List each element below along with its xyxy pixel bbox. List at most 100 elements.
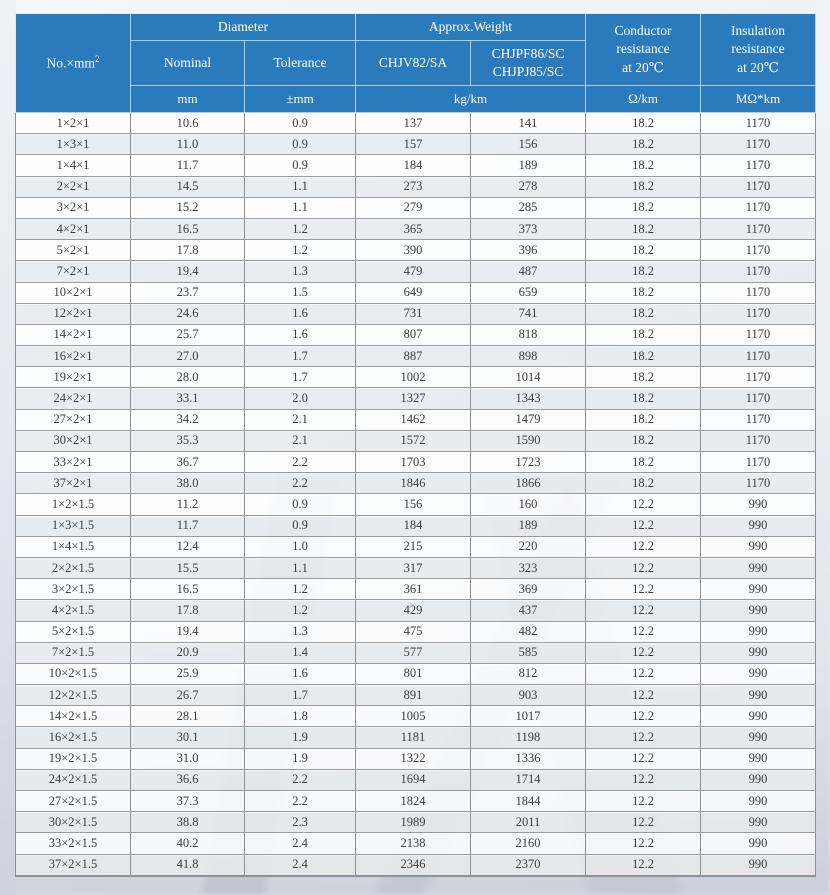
cell-value: 1.7 bbox=[243, 345, 357, 368]
cell-value: 157 bbox=[355, 133, 472, 156]
header-no-mm2-sup: 2 bbox=[95, 54, 100, 65]
header-approx-weight: Approx.Weight bbox=[355, 13, 587, 41]
header-row-subcolumns: Nominal Tolerance CHJV82/SA CHJPF86/SC C… bbox=[16, 40, 816, 86]
cell-value: 812 bbox=[470, 662, 587, 686]
table-row: 33×2×1.5 40.2 2.4 2138 2160 12.2 990 bbox=[15, 832, 817, 855]
cell-spec: 10×2×1.5 bbox=[15, 662, 131, 686]
cell-value: 141 bbox=[470, 111, 587, 135]
cell-value: 1170 bbox=[700, 175, 817, 198]
cell-value: 18.2 bbox=[585, 111, 702, 135]
table-row: 27×2×1 34.2 2.1 1462 1479 18.2 1170 bbox=[15, 408, 817, 431]
cell-value: 585 bbox=[470, 641, 587, 664]
cell-value: 482 bbox=[470, 620, 587, 643]
cell-value: 990 bbox=[700, 599, 817, 622]
header-chjv82-sa: CHJV82/SA bbox=[355, 40, 472, 86]
cell-value: 2346 bbox=[355, 853, 472, 877]
cell-spec: 33×2×1.5 bbox=[15, 832, 131, 855]
cell-value: 12.2 bbox=[585, 789, 702, 813]
table-row: 1×2×1 10.6 0.9 137 141 18.2 1170 bbox=[15, 111, 817, 135]
cell-value: 184 bbox=[355, 154, 472, 177]
cell-value: 20.9 bbox=[130, 641, 245, 664]
cell-value: 36.7 bbox=[130, 450, 245, 474]
cell-value: 12.2 bbox=[585, 620, 702, 643]
cell-value: 1714 bbox=[470, 768, 587, 792]
cell-value: 396 bbox=[470, 239, 587, 262]
cell-value: 577 bbox=[355, 641, 472, 664]
cell-value: 898 bbox=[470, 345, 587, 368]
cell-value: 1170 bbox=[700, 366, 817, 389]
cell-value: 361 bbox=[355, 578, 472, 601]
cell-value: 818 bbox=[470, 323, 587, 347]
table-row: 10×2×1 23.7 1.5 649 659 18.2 1170 bbox=[15, 281, 817, 304]
cell-value: 990 bbox=[700, 726, 817, 749]
cell-value: 18.2 bbox=[585, 387, 702, 410]
cell-spec: 16×2×1.5 bbox=[15, 726, 131, 749]
cell-value: 1.6 bbox=[243, 323, 357, 347]
table-row: 10×2×1.5 25.9 1.6 801 812 12.2 990 bbox=[15, 662, 817, 686]
table-row: 14×2×1.5 28.1 1.8 1005 1017 12.2 990 bbox=[15, 705, 817, 728]
cell-value: 2160 bbox=[470, 832, 587, 855]
cell-value: 0.9 bbox=[243, 111, 357, 135]
cell-value: 18.2 bbox=[585, 345, 702, 368]
cell-value: 25.7 bbox=[130, 323, 245, 347]
cell-spec: 1×4×1.5 bbox=[15, 535, 131, 558]
cell-value: 18.2 bbox=[585, 133, 702, 156]
cell-value: 1170 bbox=[700, 260, 817, 283]
cell-spec: 27×2×1 bbox=[15, 408, 131, 431]
table-row: 4×2×1 16.5 1.2 365 373 18.2 1170 bbox=[15, 217, 817, 241]
cell-value: 1170 bbox=[700, 345, 817, 368]
cell-value: 11.2 bbox=[130, 493, 245, 516]
cell-value: 12.2 bbox=[585, 493, 702, 516]
cell-value: 1846 bbox=[355, 472, 472, 495]
cell-value: 1.5 bbox=[243, 281, 357, 304]
table-row: 16×2×1 27.0 1.7 887 898 18.2 1170 bbox=[15, 345, 817, 368]
cell-value: 1170 bbox=[700, 323, 817, 347]
cell-value: 24.6 bbox=[130, 302, 245, 325]
cell-value: 1322 bbox=[355, 747, 472, 770]
cell-value: 1479 bbox=[470, 408, 587, 431]
table-row: 33×2×1 36.7 2.2 1703 1723 18.2 1170 bbox=[15, 450, 817, 474]
cell-value: 12.2 bbox=[585, 684, 702, 707]
cell-value: 1198 bbox=[470, 726, 587, 749]
table-row: 5×2×1.5 19.4 1.3 475 482 12.2 990 bbox=[15, 620, 817, 643]
cell-value: 156 bbox=[355, 493, 472, 516]
cell-value: 11.7 bbox=[130, 514, 245, 537]
cell-value: 17.8 bbox=[130, 239, 245, 262]
cell-value: 1005 bbox=[355, 705, 472, 728]
cell-value: 15.2 bbox=[130, 196, 245, 219]
cell-value: 990 bbox=[700, 535, 817, 558]
cell-value: 323 bbox=[470, 556, 587, 580]
cell-spec: 1×3×1 bbox=[15, 133, 131, 156]
cell-value: 2011 bbox=[470, 811, 587, 834]
cell-value: 16.5 bbox=[130, 217, 245, 241]
cell-value: 184 bbox=[355, 514, 472, 537]
cell-spec: 24×2×1.5 bbox=[15, 768, 131, 792]
cell-value: 1.9 bbox=[243, 747, 357, 770]
cell-spec: 19×2×1 bbox=[15, 366, 131, 389]
cell-value: 1.3 bbox=[243, 260, 357, 283]
table-row: 12×2×1.5 26.7 1.7 891 903 12.2 990 bbox=[15, 684, 817, 707]
cell-value: 1.1 bbox=[243, 175, 357, 198]
cell-value: 373 bbox=[470, 217, 587, 241]
table-row: 30×2×1.5 38.8 2.3 1989 2011 12.2 990 bbox=[15, 811, 817, 834]
cell-value: 35.3 bbox=[130, 429, 245, 453]
cell-value: 1844 bbox=[470, 789, 587, 813]
cell-value: 1170 bbox=[700, 217, 817, 241]
cell-value: 807 bbox=[355, 323, 472, 347]
cell-value: 365 bbox=[355, 217, 472, 241]
cell-spec: 30×2×1 bbox=[15, 429, 131, 453]
cell-value: 990 bbox=[700, 853, 817, 877]
table-row: 2×2×1 14.5 1.1 273 278 18.2 1170 bbox=[15, 175, 817, 198]
cell-value: 25.9 bbox=[130, 662, 245, 686]
cell-value: 12.2 bbox=[585, 641, 702, 664]
cell-value: 1989 bbox=[355, 811, 472, 834]
cell-value: 1002 bbox=[355, 366, 472, 389]
cell-value: 18.2 bbox=[585, 175, 702, 198]
table-row: 30×2×1 35.3 2.1 1572 1590 18.2 1170 bbox=[15, 429, 817, 453]
cell-spec: 3×2×1 bbox=[15, 196, 131, 219]
cell-value: 11.0 bbox=[130, 133, 245, 156]
table-row: 1×3×1.5 11.7 0.9 184 189 12.2 990 bbox=[15, 514, 817, 537]
cell-value: 215 bbox=[355, 535, 472, 558]
cell-value: 11.7 bbox=[130, 154, 245, 177]
cell-value: 1170 bbox=[700, 408, 817, 431]
